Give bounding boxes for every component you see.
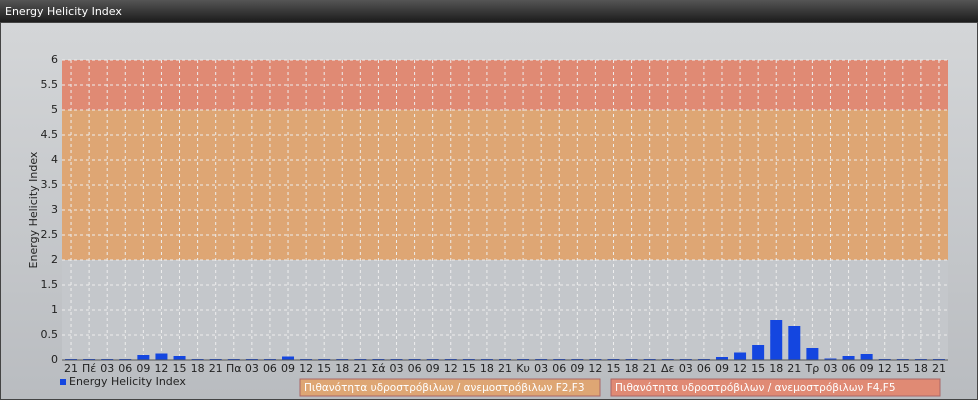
bar bbox=[734, 352, 747, 360]
x-tick-label: Πέ bbox=[82, 362, 96, 375]
x-tick-label: 12 bbox=[154, 362, 168, 375]
x-tick-label: 09 bbox=[426, 362, 440, 375]
x-tick-label: 06 bbox=[697, 362, 711, 375]
x-tick-label: 18 bbox=[191, 362, 205, 375]
x-tick-label: Τρ bbox=[805, 362, 820, 375]
y-tick-label: 1 bbox=[51, 303, 58, 316]
band-legend bbox=[299, 378, 601, 397]
bar bbox=[752, 345, 765, 360]
y-tick-label: 2 bbox=[51, 253, 58, 266]
x-tick-label: 09 bbox=[715, 362, 729, 375]
x-tick-label: 15 bbox=[751, 362, 765, 375]
y-tick-label: 4.5 bbox=[41, 128, 59, 141]
x-tick-label: 21 bbox=[64, 362, 78, 375]
bar bbox=[806, 348, 819, 360]
bar bbox=[842, 356, 855, 360]
x-tick-label: 21 bbox=[643, 362, 657, 375]
x-tick-label: Πα bbox=[226, 362, 242, 375]
x-tick-label: 12 bbox=[444, 362, 458, 375]
y-tick-label: 4 bbox=[51, 153, 58, 166]
bar bbox=[860, 354, 873, 360]
y-axis-label: Energy Helicity Index bbox=[27, 151, 40, 268]
band-legend-label: Πιθανότητα υδροστρόβιλων / ανεμοστρόβιλω… bbox=[615, 382, 896, 394]
x-tick-label: 03 bbox=[823, 362, 837, 375]
bar bbox=[173, 356, 186, 360]
x-tick-label: 15 bbox=[606, 362, 620, 375]
x-tick-label: 06 bbox=[263, 362, 277, 375]
window-title: Energy Helicity Index bbox=[5, 5, 122, 18]
legend-swatch bbox=[60, 379, 66, 385]
x-tick-label: 21 bbox=[787, 362, 801, 375]
x-tick-label: 09 bbox=[136, 362, 150, 375]
x-tick-label: 21 bbox=[209, 362, 223, 375]
title-bar bbox=[0, 0, 978, 22]
bar bbox=[137, 355, 150, 360]
x-tick-label: 03 bbox=[245, 362, 259, 375]
x-tick-label: 21 bbox=[498, 362, 512, 375]
y-tick-label: 2.5 bbox=[41, 228, 59, 241]
y-tick-label: 6 bbox=[51, 53, 58, 66]
x-tick-label: 06 bbox=[552, 362, 566, 375]
x-tick-label: 12 bbox=[299, 362, 313, 375]
x-tick-label: 03 bbox=[100, 362, 114, 375]
x-tick-label: 21 bbox=[353, 362, 367, 375]
x-tick-label: 09 bbox=[281, 362, 295, 375]
bar bbox=[155, 353, 168, 360]
y-tick-label: 3.5 bbox=[41, 178, 59, 191]
x-tick-label: 18 bbox=[769, 362, 783, 375]
x-tick-label: 18 bbox=[914, 362, 928, 375]
y-tick-label: 0 bbox=[51, 353, 58, 366]
x-tick-label: 06 bbox=[408, 362, 422, 375]
x-tick-label: 21 bbox=[932, 362, 946, 375]
x-tick-label: 09 bbox=[860, 362, 874, 375]
x-tick-label: 03 bbox=[390, 362, 404, 375]
x-tick-label: Σά bbox=[371, 362, 385, 375]
y-tick-label: 5 bbox=[51, 103, 58, 116]
bar bbox=[715, 357, 728, 360]
x-tick-label: 15 bbox=[173, 362, 187, 375]
bar bbox=[770, 320, 783, 360]
x-tick-label: 15 bbox=[896, 362, 910, 375]
bar bbox=[788, 326, 801, 360]
x-tick-label: Κυ bbox=[516, 362, 530, 375]
x-tick-label: 18 bbox=[335, 362, 349, 375]
bar bbox=[282, 356, 295, 360]
x-tick-label: 18 bbox=[480, 362, 494, 375]
x-tick-label: 15 bbox=[462, 362, 476, 375]
band-legend bbox=[610, 378, 941, 397]
x-tick-label: 09 bbox=[570, 362, 584, 375]
y-tick-label: 5.5 bbox=[41, 78, 59, 91]
y-tick-label: 1.5 bbox=[41, 278, 59, 291]
x-tick-label: Δε bbox=[661, 362, 675, 375]
x-tick-label: 03 bbox=[534, 362, 548, 375]
x-tick-label: 15 bbox=[317, 362, 331, 375]
x-tick-label: 03 bbox=[679, 362, 693, 375]
x-tick-label: 12 bbox=[733, 362, 747, 375]
x-tick-label: 06 bbox=[118, 362, 132, 375]
y-tick-label: 0.5 bbox=[41, 328, 59, 341]
x-tick-label: 12 bbox=[588, 362, 602, 375]
x-tick-label: 12 bbox=[878, 362, 892, 375]
bar bbox=[824, 358, 837, 360]
legend-label: Energy Helicity Index bbox=[69, 375, 186, 388]
x-tick-label: 18 bbox=[625, 362, 639, 375]
band-legend-label: Πιθανότητα υδροστρόβιλων / ανεμοστρόβιλω… bbox=[304, 382, 585, 394]
y-tick-label: 3 bbox=[51, 203, 58, 216]
x-tick-label: 06 bbox=[842, 362, 856, 375]
